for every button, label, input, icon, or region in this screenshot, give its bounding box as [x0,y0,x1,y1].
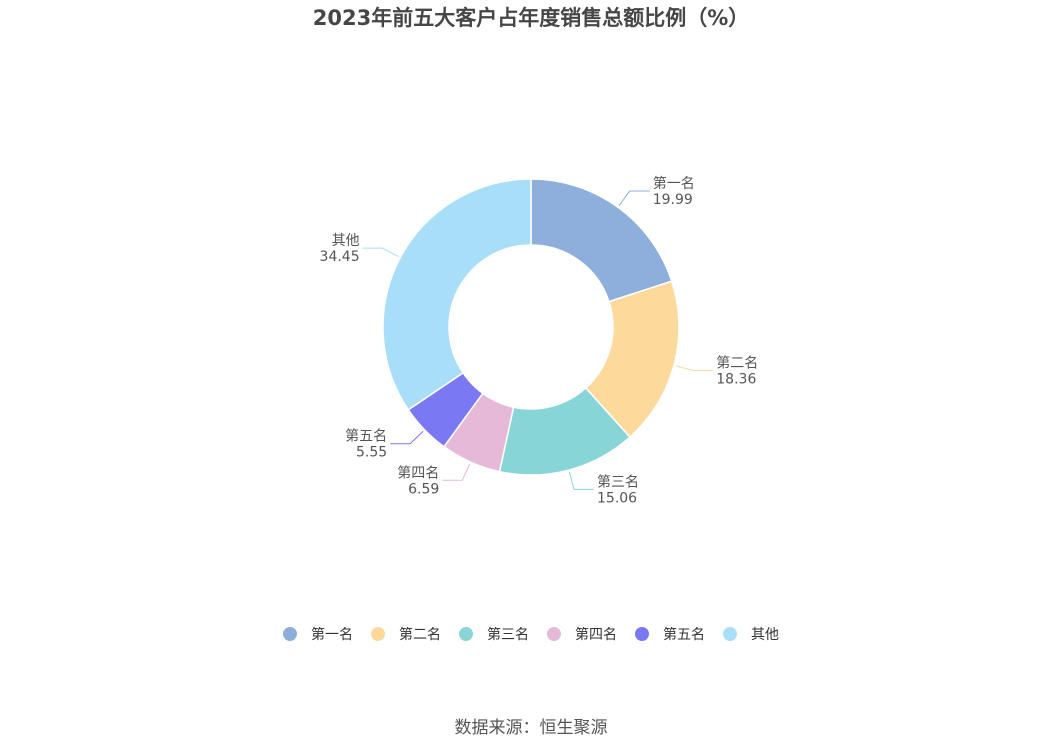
slice-first[interactable] [530,178,673,303]
legend-item-first[interactable]: 第一名 [283,624,353,644]
slice-value-third: 15.06 [597,490,637,506]
slice-value-first: 19.99 [653,192,693,208]
slice-label-third: 第三名 [597,473,639,490]
legend-label-fourth: 第四名 [575,627,617,643]
slice-label-second: 第二名 [716,355,758,372]
legend-label-second: 第二名 [399,627,441,643]
legend-marker-other [723,627,737,641]
legend-marker-first [283,627,297,641]
leader-line-first [618,190,650,206]
chart-title: 2023年前五大客户占年度销售总额比例（%） [312,6,750,30]
leader-line-other [362,247,399,258]
slice-other[interactable] [382,178,532,411]
slice-value-fifth: 5.55 [356,445,387,461]
legend-label-other: 其他 [751,627,779,643]
slice-value-other: 34.45 [320,249,360,265]
legend-label-third: 第三名 [487,627,529,643]
legend-item-fourth[interactable]: 第四名 [547,624,617,644]
legend-marker-fourth [547,627,561,641]
legend: 第一名 第二名 第三名 第四名 第五名 其他 [0,624,1062,644]
leader-line-third [568,471,595,490]
leader-line-fifth [390,430,424,445]
slice-label-other: 其他 [332,233,360,249]
legend-label-fifth: 第五名 [663,627,705,643]
slice-label-first: 第一名 [653,175,695,192]
legend-marker-second [371,627,385,641]
slice-value-second: 18.36 [716,372,756,388]
slice-label-fifth: 第五名 [345,428,387,445]
legend-item-fifth[interactable]: 第五名 [635,624,705,644]
legend-item-other[interactable]: 其他 [723,624,779,644]
leader-line-second [675,365,714,372]
legend-item-third[interactable]: 第三名 [459,624,529,644]
legend-marker-third [459,627,473,641]
slice-value-fourth: 6.59 [408,481,439,497]
legend-marker-fifth [635,627,649,641]
legend-item-second[interactable]: 第二名 [371,624,441,644]
leader-line-fourth [442,463,471,481]
legend-label-first: 第一名 [311,627,353,643]
slice-label-fourth: 第四名 [397,464,439,481]
data-source: 数据来源：恒生聚源 [454,718,608,738]
